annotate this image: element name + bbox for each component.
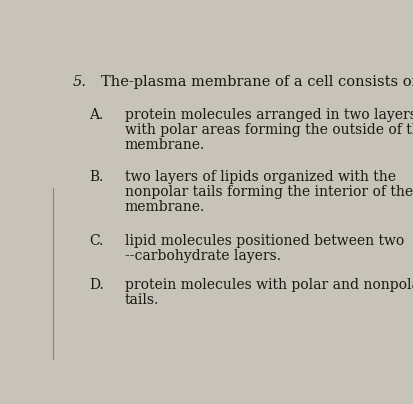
Text: lipid molecules positioned between two: lipid molecules positioned between two: [125, 234, 404, 248]
Text: protein molecules with polar and nonpolar: protein molecules with polar and nonpola…: [125, 278, 413, 292]
Text: The-plasma membrane of a cell consists of: The-plasma membrane of a cell consists o…: [101, 75, 413, 89]
Text: tails.: tails.: [125, 293, 159, 307]
Text: membrane.: membrane.: [125, 200, 205, 214]
Text: nonpolar tails forming the interior of the: nonpolar tails forming the interior of t…: [125, 185, 413, 199]
Text: --carbohydrate layers.: --carbohydrate layers.: [125, 248, 280, 263]
Text: A.: A.: [89, 108, 104, 122]
Text: two layers of lipids organized with the: two layers of lipids organized with the: [125, 170, 396, 184]
Text: D.: D.: [89, 278, 104, 292]
Text: C.: C.: [89, 234, 104, 248]
Text: B.: B.: [89, 170, 104, 184]
Text: 5.: 5.: [72, 75, 86, 89]
Text: membrane.: membrane.: [125, 138, 205, 152]
Text: with polar areas forming the outside of the: with polar areas forming the outside of …: [125, 123, 413, 137]
Text: protein molecules arranged in two layers: protein molecules arranged in two layers: [125, 108, 413, 122]
